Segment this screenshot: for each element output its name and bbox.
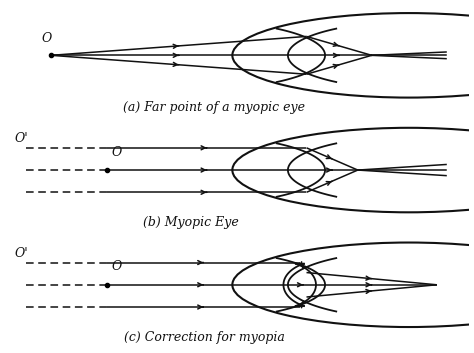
Text: O: O	[111, 145, 121, 158]
Text: O: O	[41, 32, 52, 45]
Text: O': O'	[14, 132, 28, 145]
Text: O: O	[111, 260, 121, 273]
Text: (c) Correction for myopia: (c) Correction for myopia	[124, 330, 285, 343]
Text: O': O'	[14, 247, 28, 260]
Text: (b) Myopic Eye: (b) Myopic Eye	[143, 216, 238, 229]
Text: (a) Far point of a myopic eye: (a) Far point of a myopic eye	[123, 101, 305, 114]
